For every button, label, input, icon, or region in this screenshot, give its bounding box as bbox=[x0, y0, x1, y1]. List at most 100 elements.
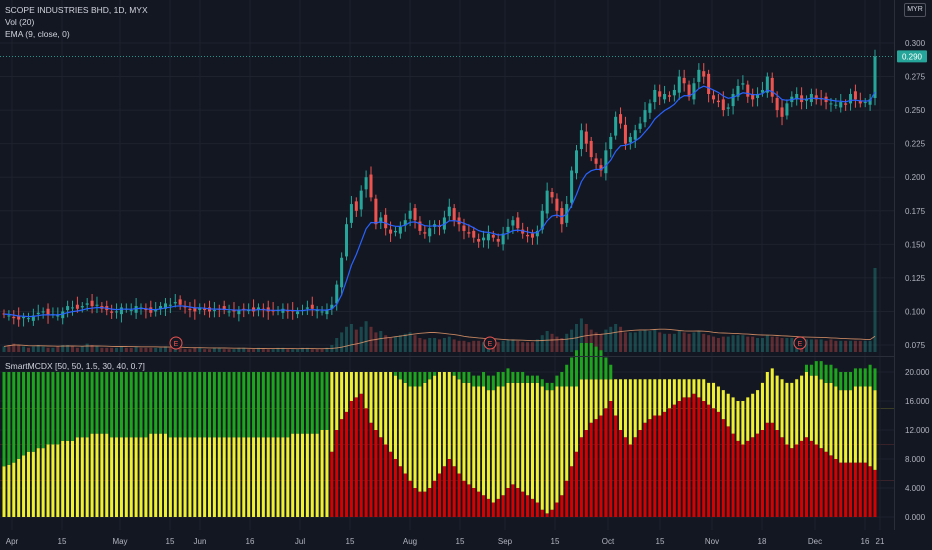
candle[interactable] bbox=[550, 187, 554, 204]
candle[interactable] bbox=[751, 88, 755, 107]
candle[interactable] bbox=[17, 307, 21, 327]
candle[interactable] bbox=[379, 212, 383, 230]
candle[interactable] bbox=[222, 300, 226, 315]
candle[interactable] bbox=[340, 252, 344, 296]
candle[interactable] bbox=[22, 312, 26, 327]
price-axis[interactable]: 0.300 0.275 0.250 0.225 0.200 0.175 0.150 0.125… bbox=[905, 39, 926, 350]
candle[interactable] bbox=[66, 300, 70, 318]
candle[interactable] bbox=[853, 84, 857, 108]
candle[interactable] bbox=[75, 296, 79, 313]
candle[interactable] bbox=[305, 300, 309, 315]
candle[interactable] bbox=[36, 304, 40, 321]
candle[interactable] bbox=[516, 212, 520, 233]
candle[interactable] bbox=[863, 98, 867, 108]
candle[interactable] bbox=[442, 210, 446, 234]
vol-legend[interactable]: Vol (20) bbox=[5, 17, 35, 27]
candle[interactable] bbox=[178, 295, 182, 310]
candle[interactable] bbox=[677, 69, 681, 100]
candle[interactable] bbox=[7, 310, 11, 321]
candle[interactable] bbox=[648, 99, 652, 119]
candle[interactable] bbox=[506, 218, 510, 240]
candle[interactable] bbox=[247, 303, 251, 315]
candle[interactable] bbox=[692, 77, 696, 105]
candle[interactable] bbox=[663, 85, 667, 104]
candle[interactable] bbox=[447, 198, 451, 222]
candle[interactable] bbox=[467, 224, 471, 238]
candle[interactable] bbox=[579, 123, 583, 157]
candle[interactable] bbox=[746, 80, 750, 103]
candle[interactable] bbox=[12, 310, 16, 325]
candle[interactable] bbox=[526, 226, 530, 243]
candle[interactable] bbox=[203, 303, 207, 316]
candle[interactable] bbox=[349, 196, 353, 228]
candle[interactable] bbox=[428, 220, 432, 243]
candle[interactable] bbox=[628, 132, 632, 150]
candle[interactable] bbox=[364, 170, 368, 198]
candle[interactable] bbox=[46, 303, 50, 324]
candle[interactable] bbox=[90, 293, 94, 314]
candle[interactable] bbox=[643, 102, 647, 128]
candle[interactable] bbox=[252, 299, 256, 317]
candle[interactable] bbox=[95, 296, 99, 314]
candle[interactable] bbox=[858, 92, 862, 108]
candle[interactable] bbox=[193, 299, 197, 320]
mcdx-axis[interactable]: 20.000 16.000 12.000 8.000 4.000 0.000 bbox=[905, 368, 930, 522]
candle[interactable] bbox=[198, 303, 202, 315]
candle[interactable] bbox=[834, 98, 838, 109]
candle[interactable] bbox=[80, 302, 84, 313]
candle[interactable] bbox=[614, 111, 618, 140]
candle[interactable] bbox=[609, 132, 613, 158]
candle[interactable] bbox=[227, 304, 231, 317]
candle[interactable] bbox=[472, 226, 476, 243]
candle[interactable] bbox=[325, 303, 329, 320]
candle[interactable] bbox=[354, 197, 358, 217]
candle[interactable] bbox=[873, 49, 877, 106]
candle[interactable] bbox=[398, 221, 402, 239]
candle[interactable] bbox=[26, 312, 30, 323]
candle[interactable] bbox=[555, 193, 559, 219]
earnings-marker[interactable]: E bbox=[169, 336, 183, 350]
candle[interactable] bbox=[345, 217, 349, 261]
candle[interactable] bbox=[163, 298, 167, 317]
candle[interactable] bbox=[496, 233, 500, 247]
candle[interactable] bbox=[119, 303, 123, 323]
candle[interactable] bbox=[486, 225, 490, 249]
candle[interactable] bbox=[604, 142, 608, 181]
candle[interactable] bbox=[149, 300, 153, 317]
candle[interactable] bbox=[570, 166, 574, 208]
candle[interactable] bbox=[741, 75, 745, 90]
symbol-title[interactable]: SCOPE INDUSTRIES BHD, 1D, MYX bbox=[5, 5, 148, 15]
candle[interactable] bbox=[545, 182, 549, 219]
candle[interactable] bbox=[672, 84, 676, 102]
candle[interactable] bbox=[702, 63, 706, 84]
candle[interactable] bbox=[623, 116, 627, 150]
candles[interactable] bbox=[2, 49, 877, 327]
candle[interactable] bbox=[168, 298, 172, 314]
candle[interactable] bbox=[599, 158, 603, 177]
candle[interactable] bbox=[584, 123, 588, 152]
candle[interactable] bbox=[452, 204, 456, 227]
candle[interactable] bbox=[188, 302, 192, 318]
candle[interactable] bbox=[574, 145, 579, 180]
candle[interactable] bbox=[868, 94, 872, 111]
candle[interactable] bbox=[589, 136, 593, 162]
candle[interactable] bbox=[41, 307, 45, 319]
candle[interactable] bbox=[667, 91, 672, 102]
candle[interactable] bbox=[658, 84, 662, 106]
candle[interactable] bbox=[770, 72, 774, 103]
time-axis[interactable]: Apr 15 May 15 Jun 16 Jul 15 Aug 15 Sep 15 Oct 15 Nov 18… bbox=[6, 537, 885, 546]
candle[interactable] bbox=[369, 166, 373, 202]
candle[interactable] bbox=[413, 204, 417, 229]
candle[interactable] bbox=[393, 226, 397, 237]
candle[interactable] bbox=[501, 226, 505, 251]
ema-legend[interactable]: EMA (9, close, 0) bbox=[5, 29, 70, 39]
earnings-marker[interactable]: E bbox=[793, 336, 807, 350]
candle[interactable] bbox=[403, 213, 407, 232]
candle[interactable] bbox=[310, 296, 314, 317]
candle[interactable] bbox=[374, 194, 378, 230]
candle[interactable] bbox=[281, 303, 285, 319]
candle[interactable] bbox=[320, 306, 324, 316]
candle[interactable] bbox=[633, 124, 637, 148]
candle[interactable] bbox=[296, 307, 300, 319]
